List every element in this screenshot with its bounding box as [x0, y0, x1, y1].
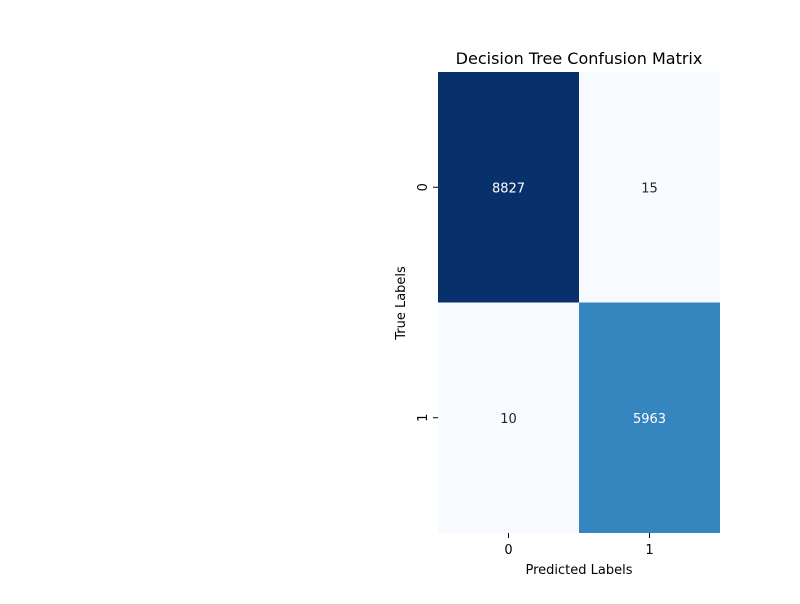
heatmap-cells: [438, 72, 720, 533]
cell-value-label-1-1: 5963: [633, 412, 666, 427]
y-tick-label-1: 1: [416, 414, 431, 422]
cell-value-label-0-0: 8827: [492, 181, 525, 196]
y-axis: 01: [416, 183, 438, 422]
y-axis-label: True Labels: [394, 266, 409, 341]
y-tick-label-0: 0: [416, 183, 431, 191]
heatmap-cell-1-0: [438, 302, 579, 533]
x-axis-label: Predicted Labels: [525, 563, 632, 578]
heatmap-cell-0-0: [438, 72, 579, 303]
cell-value-label-0-1: 15: [641, 181, 658, 196]
x-tick-label-0: 0: [504, 543, 512, 558]
chart-title: Decision Tree Confusion Matrix: [456, 49, 703, 68]
x-tick-label-1: 1: [645, 543, 653, 558]
cell-value-label-1-0: 10: [500, 412, 517, 427]
heatmap-cell-1-1: [579, 302, 720, 533]
heatmap-cell-labels: 8827 15 10 5963: [492, 181, 666, 427]
heatmap-cell-0-1: [579, 72, 720, 303]
